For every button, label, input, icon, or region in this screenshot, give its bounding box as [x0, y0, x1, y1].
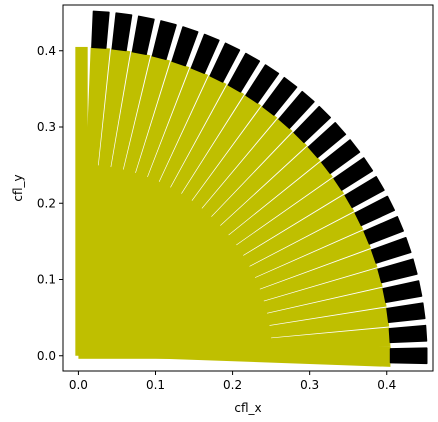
x-tick-label: 0.4: [377, 378, 396, 392]
outer-segment: [321, 139, 361, 175]
x-axis-ticks: 0.0 0.1 0.2 0.3 0.4: [69, 371, 396, 392]
y-axis-label: cfl_y: [11, 174, 25, 201]
y-tick-label: 0.4: [37, 44, 56, 58]
outer-segment: [190, 33, 220, 74]
outer-segment: [363, 216, 404, 245]
outer-segment: [171, 26, 199, 67]
data-layer: [75, 10, 428, 367]
x-tick-label: 0.0: [69, 378, 88, 392]
outer-segment: [131, 15, 155, 56]
x-tick-label: 0.1: [146, 378, 165, 392]
y-tick-label: 0.0: [37, 349, 56, 363]
outer-segment: [293, 105, 331, 144]
outer-segment: [333, 157, 374, 191]
y-tick-label: 0.3: [37, 120, 56, 134]
y-axis-ticks: 0.0 0.1 0.2 0.3 0.4: [37, 44, 63, 363]
y-tick-label: 0.2: [37, 196, 56, 210]
x-tick-label: 0.2: [223, 378, 242, 392]
inner-region-axis-strip-y: [75, 46, 88, 356]
outer-segment: [111, 12, 133, 52]
outer-segment: [386, 302, 426, 324]
outer-segment: [245, 64, 280, 104]
x-axis-label: cfl_x: [234, 401, 261, 415]
outer-segment: [227, 52, 261, 93]
plot-frame: [62, 4, 434, 372]
outer-segment: [344, 176, 385, 209]
outer-segment: [262, 76, 298, 116]
x-tick-label: 0.3: [300, 378, 319, 392]
inner-region-axis-strip-x: [78, 346, 391, 359]
outer-segment: [307, 122, 347, 159]
outer-segment: [389, 347, 428, 365]
outer-segment: [388, 324, 428, 344]
inner-region-core: [78, 164, 272, 356]
outer-segment: [278, 90, 315, 129]
y-tick-label: 0.1: [37, 273, 56, 287]
outer-segment: [382, 280, 423, 304]
outer-segment: [151, 20, 177, 61]
outer-segment: [354, 195, 396, 227]
outer-segment: [91, 10, 110, 49]
outer-segment: [209, 42, 241, 83]
outer-segment: [370, 236, 412, 264]
outer-segment: [377, 258, 418, 284]
